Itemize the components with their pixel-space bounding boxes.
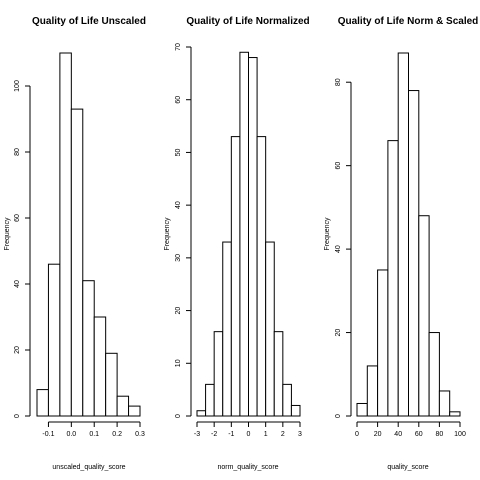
histogram-bar <box>290 404 301 417</box>
x-tick-label: 0.2 <box>112 431 122 438</box>
bars <box>36 52 141 417</box>
x-tick-label: 0 <box>355 431 359 438</box>
histogram-bar <box>239 51 250 417</box>
histogram-bar <box>248 57 258 417</box>
histogram-bar <box>105 352 118 417</box>
y-tick-label: 60 <box>335 162 342 170</box>
histogram-bar <box>438 390 451 417</box>
y-tick-label: 0 <box>335 414 342 418</box>
x-tick-label: -1 <box>228 431 234 438</box>
y-tick-label: 20 <box>14 346 21 354</box>
axes: -0.1 0.0 0.1 0.2 0.3 0 20 40 60 80 100 <box>14 80 145 438</box>
chart-title: Quality of Life Norm & Scaled <box>338 16 479 27</box>
x-tick-label: 3 <box>298 431 302 438</box>
x-tick-label: 2 <box>281 431 285 438</box>
histogram-bar <box>36 389 49 417</box>
chart-title: Quality of Life Unscaled <box>32 16 146 27</box>
x-axis-label: unscaled_quality_score <box>52 464 125 471</box>
histogram-bar <box>205 383 215 417</box>
histogram-bar <box>82 280 95 417</box>
x-tick-label: 1 <box>264 431 268 438</box>
x-tick-label: 40 <box>394 431 402 438</box>
x-tick-label: -2 <box>211 431 217 438</box>
y-tick-label: 20 <box>335 329 342 337</box>
y-tick-label: 80 <box>14 148 21 156</box>
histogram-bar <box>397 52 410 417</box>
x-tick-label: -3 <box>194 431 200 438</box>
histogram-bar <box>128 405 141 417</box>
y-tick-label: 0 <box>14 414 21 418</box>
histogram-bar <box>273 331 284 417</box>
y-axis-label: Frequency <box>324 217 331 251</box>
x-tick-label: 0.0 <box>66 431 76 438</box>
y-tick-label: 40 <box>175 201 182 209</box>
panel-normalized: Quality of Life Normalized norm_quality_… <box>164 16 310 471</box>
axes: 0 20 40 60 80 100 0 20 40 60 80 <box>335 78 466 438</box>
y-tick-label: 10 <box>175 359 182 367</box>
histogram-bar <box>93 316 107 417</box>
chart-title: Quality of Life Normalized <box>186 16 309 27</box>
y-tick-label: 40 <box>14 280 21 288</box>
panel-norm-scaled: Quality of Life Norm & Scaled quality_sc… <box>324 16 478 471</box>
x-tick-label: 0 <box>247 431 251 438</box>
y-tick-label: 30 <box>175 254 182 262</box>
histogram-bar <box>222 241 232 417</box>
y-axis-label: Frequency <box>4 217 11 251</box>
x-tick-label: 0.3 <box>135 431 145 438</box>
x-tick-label: 100 <box>454 431 466 438</box>
x-tick-label: 0.1 <box>89 431 99 438</box>
y-tick-label: 60 <box>14 214 21 222</box>
x-tick-label: -0.1 <box>42 431 54 438</box>
bars <box>196 51 301 417</box>
histogram-bar <box>47 263 61 417</box>
y-tick-label: 0 <box>175 414 182 418</box>
histogram-bar <box>366 365 379 417</box>
histogram-bar <box>230 136 241 417</box>
histogram-bar <box>196 410 207 417</box>
histogram-bar <box>256 136 267 417</box>
histogram-bar <box>387 140 399 417</box>
histogram-bar <box>449 411 461 417</box>
histogram-bar <box>70 108 84 417</box>
y-tick-label: 100 <box>14 80 21 92</box>
histogram-bar <box>116 395 130 417</box>
histogram-bar <box>418 215 430 417</box>
x-axis-label: quality_score <box>387 464 428 471</box>
histogram-bar <box>213 331 224 417</box>
histogram-bar <box>408 90 420 417</box>
histogram-bar <box>282 383 292 417</box>
y-tick-label: 70 <box>175 43 182 51</box>
histogram-bar <box>377 269 389 417</box>
y-tick-label: 80 <box>335 78 342 86</box>
y-tick-label: 20 <box>175 307 182 315</box>
histogram-bar <box>265 241 275 417</box>
x-tick-label: 20 <box>374 431 382 438</box>
y-tick-label: 50 <box>175 148 182 156</box>
histogram-bar <box>356 402 368 417</box>
y-axis-label: Frequency <box>164 217 171 251</box>
x-axis-label: norm_quality_score <box>217 464 278 471</box>
panel-unscaled: Quality of Life Unscaled unscaled_qualit… <box>4 16 146 471</box>
y-tick-label: 60 <box>175 96 182 104</box>
histogram-bar <box>59 52 72 417</box>
x-tick-label: 60 <box>415 431 423 438</box>
histogram-bar <box>428 332 440 417</box>
bars <box>356 52 461 417</box>
y-tick-label: 40 <box>335 245 342 253</box>
x-tick-label: 80 <box>436 431 444 438</box>
